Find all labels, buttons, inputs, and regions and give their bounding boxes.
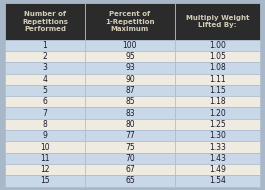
Bar <box>5 3 85 40</box>
Bar <box>85 3 175 40</box>
Bar <box>175 74 260 85</box>
Text: 1.11: 1.11 <box>209 75 226 84</box>
Bar <box>5 51 85 62</box>
Bar <box>175 175 260 187</box>
Bar <box>5 85 85 96</box>
Bar <box>175 153 260 164</box>
Bar <box>85 164 175 175</box>
Bar <box>175 107 260 119</box>
Bar <box>175 141 260 153</box>
Bar <box>85 51 175 62</box>
Text: 85: 85 <box>125 97 135 106</box>
Bar <box>5 62 85 74</box>
Text: 10: 10 <box>40 142 50 151</box>
Bar <box>175 119 260 130</box>
Text: 1.15: 1.15 <box>209 86 226 95</box>
Text: 1.30: 1.30 <box>209 131 226 140</box>
Bar <box>85 96 175 107</box>
Bar <box>85 40 175 51</box>
Text: 5: 5 <box>43 86 47 95</box>
Text: 2: 2 <box>43 52 47 61</box>
Text: 1.33: 1.33 <box>209 142 226 151</box>
Text: 1.18: 1.18 <box>209 97 226 106</box>
Bar <box>85 141 175 153</box>
Bar <box>85 107 175 119</box>
Bar <box>85 153 175 164</box>
Text: 75: 75 <box>125 142 135 151</box>
Bar <box>85 130 175 141</box>
Text: 9: 9 <box>43 131 47 140</box>
Bar <box>175 130 260 141</box>
Text: 1.54: 1.54 <box>209 177 226 185</box>
Text: 3: 3 <box>43 63 47 72</box>
Bar <box>5 40 85 51</box>
Bar <box>5 164 85 175</box>
Text: 70: 70 <box>125 154 135 163</box>
Bar <box>85 119 175 130</box>
Text: 7: 7 <box>43 109 47 118</box>
Text: 8: 8 <box>43 120 47 129</box>
Bar <box>5 130 85 141</box>
Text: 95: 95 <box>125 52 135 61</box>
Bar <box>85 62 175 74</box>
Bar <box>85 175 175 187</box>
Bar <box>175 85 260 96</box>
Text: 1.08: 1.08 <box>209 63 226 72</box>
Bar <box>5 153 85 164</box>
Text: 65: 65 <box>125 177 135 185</box>
Bar <box>5 141 85 153</box>
Bar <box>175 51 260 62</box>
Text: 87: 87 <box>125 86 135 95</box>
Text: 1.25: 1.25 <box>209 120 226 129</box>
Bar <box>5 107 85 119</box>
Bar <box>5 96 85 107</box>
Bar <box>175 3 260 40</box>
Text: 100: 100 <box>123 41 137 50</box>
Bar <box>85 85 175 96</box>
Text: 90: 90 <box>125 75 135 84</box>
Text: Percent of
1-Repetition
Maximum: Percent of 1-Repetition Maximum <box>105 11 155 32</box>
Text: 15: 15 <box>40 177 50 185</box>
Text: Number of
Repetitions
Performed: Number of Repetitions Performed <box>22 11 68 32</box>
Text: 1.20: 1.20 <box>209 109 226 118</box>
Text: 1.00: 1.00 <box>209 41 226 50</box>
Text: 77: 77 <box>125 131 135 140</box>
Text: 12: 12 <box>40 165 50 174</box>
Text: 83: 83 <box>125 109 135 118</box>
Bar <box>175 40 260 51</box>
Text: 4: 4 <box>43 75 47 84</box>
Text: 1.43: 1.43 <box>209 154 226 163</box>
Bar <box>175 62 260 74</box>
Bar <box>175 96 260 107</box>
Text: 80: 80 <box>125 120 135 129</box>
Text: 6: 6 <box>43 97 47 106</box>
Bar <box>85 74 175 85</box>
Bar <box>5 175 85 187</box>
Text: Multiply Weight
Lifted By:: Multiply Weight Lifted By: <box>186 15 249 28</box>
Bar <box>5 74 85 85</box>
Bar <box>175 164 260 175</box>
Text: 1.05: 1.05 <box>209 52 226 61</box>
Text: 93: 93 <box>125 63 135 72</box>
Text: 1.49: 1.49 <box>209 165 226 174</box>
Text: 1: 1 <box>43 41 47 50</box>
Text: 11: 11 <box>40 154 50 163</box>
Bar <box>5 119 85 130</box>
Text: 67: 67 <box>125 165 135 174</box>
